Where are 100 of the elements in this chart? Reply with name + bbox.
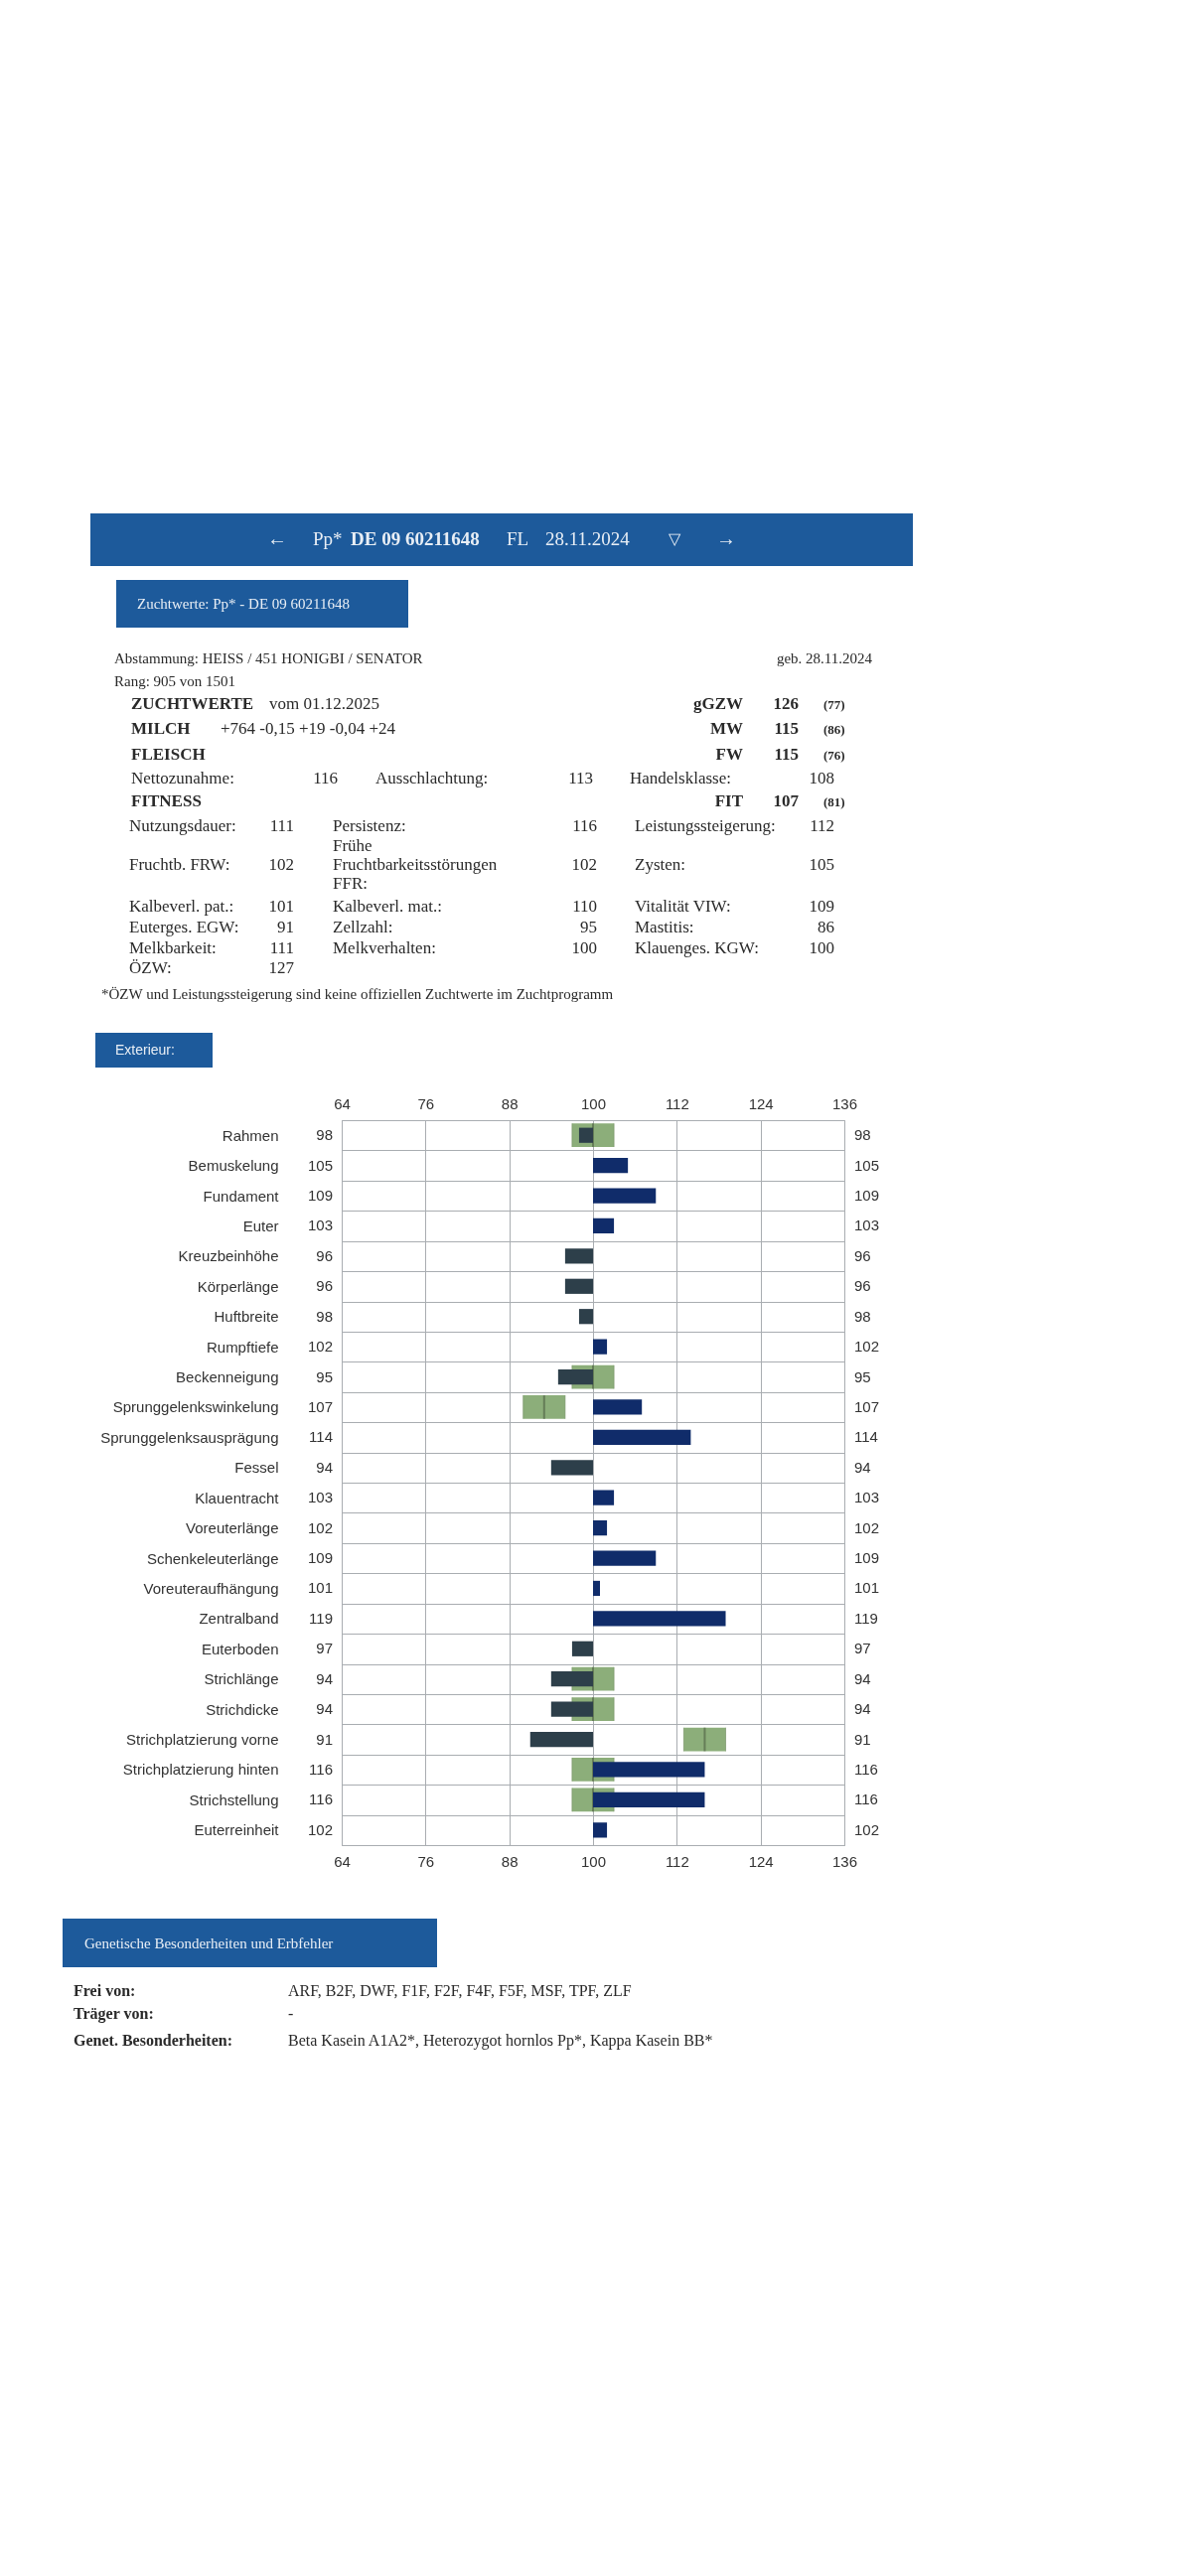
data-label: 98 (316, 1307, 333, 1325)
text: Zysten: (635, 855, 685, 874)
y-tick-label: Voreuteraufhängung (143, 1579, 279, 1597)
y-tick-label: Schenkeleuterlänge (146, 1549, 279, 1567)
data-label: 102 (307, 1518, 333, 1536)
bar (564, 1248, 593, 1264)
text: Melkbarkeit: (129, 938, 217, 957)
text: 111 (269, 938, 294, 957)
text: Nutzungsdauer: (129, 816, 236, 835)
y-tick-label: Strichlänge (204, 1670, 279, 1688)
bar (593, 1550, 657, 1566)
text: 108 (809, 769, 834, 787)
text: Abstammung: HEISS / 451 HONIGBI / SENATOR (114, 650, 423, 666)
x-tick-label: 112 (665, 1852, 689, 1870)
x-tick-label: 76 (417, 1852, 435, 1870)
text: 109 (809, 897, 834, 916)
x-tick-label: 100 (580, 1852, 607, 1870)
text: Ausschlachtung: (375, 769, 489, 787)
text: MW (709, 719, 743, 738)
y-tick-label: Strichplatzierung vorne (126, 1731, 279, 1749)
text: FIT (714, 791, 744, 810)
text: 94 (854, 1458, 871, 1476)
text: Euterges. EGW: (129, 918, 239, 936)
data-label: 103 (307, 1489, 333, 1506)
text: Exterieur: (115, 1042, 175, 1058)
text: 115 (774, 719, 799, 738)
text: FL (507, 528, 529, 549)
bar (593, 1429, 691, 1445)
data-label: 116 (309, 1790, 333, 1808)
data-label: 96 (316, 1246, 333, 1264)
bar (593, 1399, 643, 1415)
data-label: 109 (307, 1187, 333, 1205)
text: (81) (823, 794, 845, 809)
text: Handelsklasse: (630, 769, 731, 787)
bar (571, 1641, 593, 1656)
text: 101 (854, 1579, 880, 1597)
text: Träger von: (74, 2005, 154, 2023)
y-tick-label: Klauentracht (195, 1489, 280, 1506)
text: 109 (854, 1187, 880, 1205)
bar (564, 1278, 593, 1294)
text: 107 (854, 1397, 880, 1415)
bar (593, 1158, 629, 1174)
text: 105 (809, 855, 834, 874)
text: 28.11.2024 (545, 528, 631, 549)
text: - (288, 2005, 294, 2022)
data-label: 116 (309, 1760, 333, 1778)
text: Rang: 905 von 1501 (114, 673, 236, 689)
text: Mastitis: (635, 918, 694, 936)
y-tick-label: Fundament (203, 1187, 280, 1205)
bar (593, 1339, 608, 1355)
text: gGZW (692, 694, 743, 713)
data-label: 95 (316, 1367, 333, 1385)
text: 116 (313, 769, 338, 787)
text: FLEISCH (131, 745, 206, 764)
text: Fruchtb. FRW: (129, 855, 230, 874)
data-label: 114 (309, 1428, 333, 1446)
y-tick-label: Strichdicke (206, 1700, 279, 1718)
text: Beta Kasein A1A2*, Heterozygot hornlos Pp*, Kappa Kasein BB* (288, 2032, 713, 2050)
y-tick-label: Rahmen (222, 1126, 279, 1144)
y-tick-label: Strichplatzierung hinten (122, 1761, 279, 1779)
y-tick-label: Euterreinheit (194, 1821, 280, 1839)
text: +764 -0,15 +19 -0,04 +24 (221, 719, 396, 738)
text: ▽ (669, 530, 681, 547)
text: DE 09 60211648 (351, 528, 480, 549)
text: ← (267, 527, 287, 549)
y-tick-label: Euterboden (201, 1640, 279, 1657)
x-tick-label: 64 (334, 1852, 351, 1870)
data-label: 102 (307, 1820, 333, 1838)
text: Genetische Besonderheiten und Erbfehler (84, 1935, 334, 1951)
text: Frei von: (74, 1982, 136, 1999)
y-tick-label: Sprunggelenkswinkelung (112, 1398, 279, 1416)
y-tick-label: Fessel (234, 1459, 279, 1477)
bar (529, 1731, 593, 1748)
text: 110 (572, 897, 597, 916)
text: ÖZW: (129, 958, 172, 977)
text: MILCH (131, 719, 191, 738)
bar (593, 1611, 726, 1627)
y-tick-label: Zentralband (199, 1610, 279, 1628)
bar (593, 1490, 615, 1505)
text: 102 (571, 855, 597, 874)
text: 94 (854, 1700, 871, 1718)
text: Melkverhalten: (333, 938, 436, 957)
text: 102 (854, 1518, 880, 1536)
text: 111 (269, 816, 294, 835)
x2-tick-label: 136 (831, 1094, 858, 1112)
text: Zellzahl: (333, 918, 393, 936)
text: 98 (854, 1126, 871, 1144)
y-tick-label: Sprunggelenksausprägung (100, 1428, 279, 1446)
x-tick-label: 88 (501, 1852, 519, 1870)
text: 102 (854, 1338, 880, 1356)
text: 113 (568, 769, 593, 787)
x2-tick-label: 88 (501, 1094, 519, 1112)
text: 96 (854, 1277, 871, 1295)
text: *ÖZW und Leistungssteigerung sind keine offiziellen Zuchtwerte im Zuchtprogramm (101, 986, 614, 1002)
x2-tick-label: 64 (334, 1094, 351, 1112)
text: 103 (854, 1216, 880, 1234)
text: 112 (810, 816, 834, 835)
text: ZUCHTWERTE (131, 694, 254, 713)
y-tick-label: Körperlänge (197, 1277, 279, 1295)
x2-tick-label: 76 (417, 1094, 435, 1112)
